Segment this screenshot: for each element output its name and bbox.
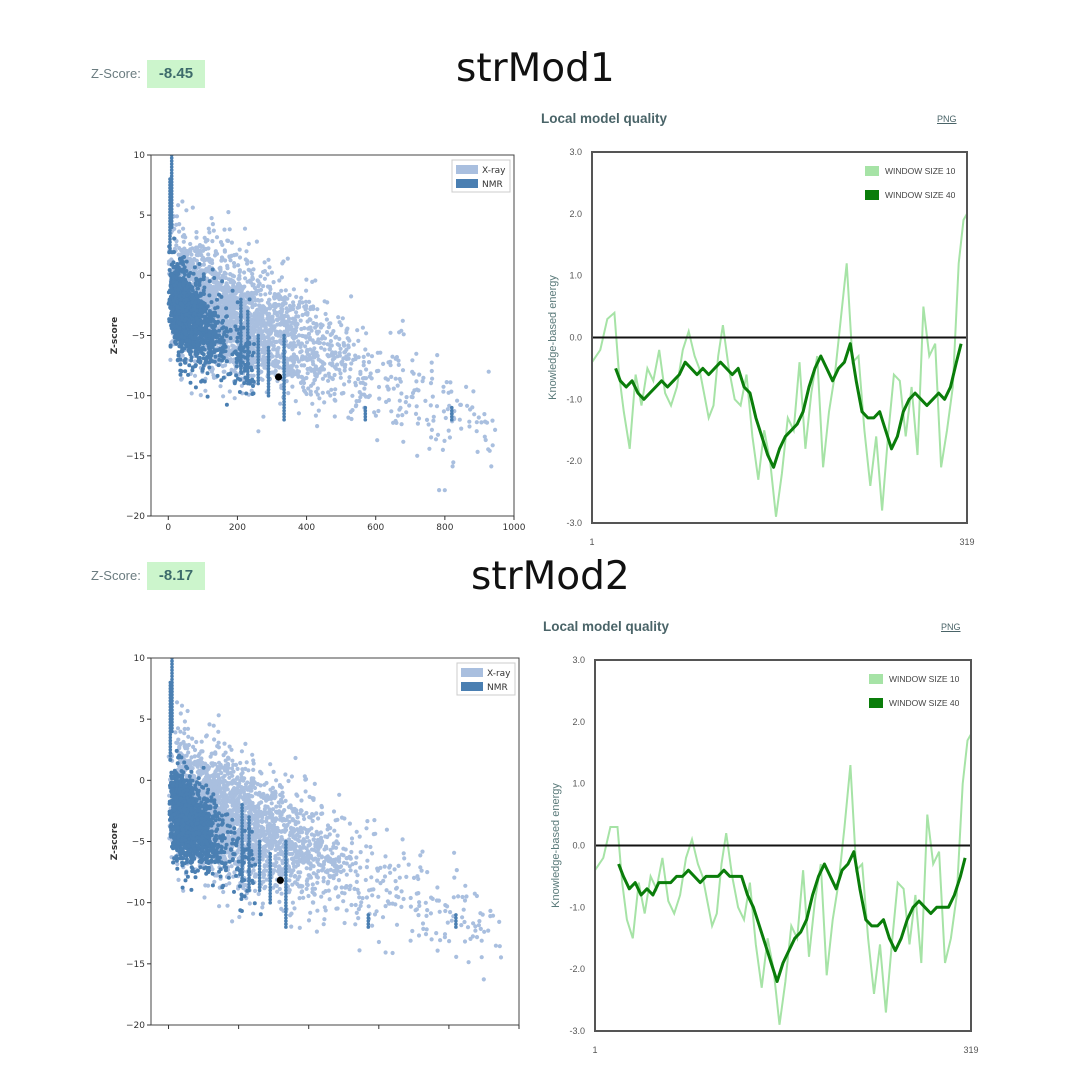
nmr-series [166, 155, 454, 422]
xray-series [166, 199, 498, 493]
model-title: strMod1 [456, 46, 615, 91]
model-title: strMod2 [471, 554, 630, 599]
zscore-label: Z-Score: [91, 66, 141, 81]
png-download-link[interactable]: PNG [937, 114, 957, 124]
zscore-badge: -8.17 [147, 562, 205, 590]
y-tick-label: 10 [134, 151, 146, 161]
legend-label-window-40: WINDOW SIZE 40 [885, 190, 956, 200]
x-tick-label: 800 [436, 523, 453, 533]
x-tick-label: 200 [229, 523, 246, 533]
zscore-scatter-chart: 10 5 0 −5 −10 −15 −20 Z-score X-ray NMR [110, 654, 520, 1031]
legend-label-nmr: NMR [482, 180, 503, 190]
local-quality-chart: 3.0 2.0 1.0 0.0 -1.0 -2.0 -3.0 1 319 Knowledge-ba… [550, 655, 979, 1055]
legend-label-window-10: WINDOW SIZE 10 [889, 674, 960, 684]
zscore-badge: -8.45 [147, 60, 205, 88]
y-tick-label: 5 [139, 715, 145, 725]
y-tick-label: 3.0 [569, 147, 582, 157]
model-point [274, 373, 283, 381]
x-tick-label: 1 [592, 1045, 597, 1055]
y-tick-label: −15 [126, 960, 145, 970]
x-tick-label: 319 [959, 537, 974, 547]
nmr-series [167, 658, 458, 929]
y-axis-label: Knowledge-based energy [547, 275, 559, 400]
legend-label-xray: X-ray [487, 669, 511, 679]
y-tick-label: 10 [134, 654, 146, 664]
y-axis-label: Knowledge-based energy [550, 783, 562, 908]
window-size-40-line [614, 342, 963, 469]
y-tick-label: 0 [139, 271, 145, 281]
model-panel-1: Z-Score: -8.45 strMod1 Local model quali… [0, 0, 1080, 547]
scatter-points [166, 658, 504, 982]
legend-label-xray: X-ray [482, 166, 506, 176]
y-tick-label: −10 [126, 392, 145, 402]
y-tick-label: 0.0 [572, 841, 585, 851]
legend-swatch-xray [461, 668, 483, 677]
y-tick-label: -2.0 [569, 964, 585, 974]
legend-label-window-40: WINDOW SIZE 40 [889, 698, 960, 708]
quality-frame [591, 151, 968, 524]
charts-svg-2: 10 5 0 −5 −10 −15 −20 Z-score X-ray NMR 3.0 2.0 1.0… [110, 654, 979, 1055]
zscore-scatter-chart: 10 5 0 −5 −10 −15 −20 0 200 400 600 800 1000 Z-score X… [110, 151, 526, 533]
legend-swatch-window-10 [869, 674, 883, 684]
y-tick-label: −10 [126, 899, 145, 909]
y-tick-label: -3.0 [566, 518, 582, 528]
local-quality-chart: 3.0 2.0 1.0 0.0 -1.0 -2.0 -3.0 1 319 Knowledge-ba… [547, 147, 975, 547]
charts-svg-1: 10 5 0 −5 −10 −15 −20 0 200 400 600 800 1000 Z-score X… [110, 147, 975, 547]
model-panel-2: Z-Score: -8.17 strMod2 Local model quali… [0, 508, 1080, 1055]
legend-label-nmr: NMR [487, 683, 508, 693]
window-size-10-line [591, 213, 968, 517]
y-tick-label: 2.0 [569, 209, 582, 219]
x-tick-label: 319 [963, 1045, 978, 1055]
scatter-points [166, 155, 498, 493]
legend-swatch-window-10 [865, 166, 879, 176]
legend-label-window-10: WINDOW SIZE 10 [885, 166, 956, 176]
window-size-40-line [617, 850, 967, 983]
legend-swatch-window-40 [869, 698, 883, 708]
png-download-link[interactable]: PNG [941, 622, 961, 632]
y-tick-label: −5 [132, 332, 145, 342]
x-tick-label: 1 [589, 537, 594, 547]
local-quality-title: Local model quality [543, 619, 670, 634]
y-tick-label: −5 [132, 838, 145, 848]
window-size-10-line [594, 733, 972, 1025]
y-tick-label: −20 [126, 1021, 145, 1031]
y-axis-label: Z-score [110, 823, 120, 861]
y-tick-label: −15 [126, 452, 145, 462]
y-axis-label: Z-score [110, 317, 120, 355]
legend-swatch-nmr [456, 179, 478, 188]
y-tick-label: 0 [139, 776, 145, 786]
legend-swatch-xray [456, 165, 478, 174]
x-tick-label: 0 [165, 523, 171, 533]
y-tick-label: 5 [139, 211, 145, 221]
y-tick-label: -3.0 [569, 1026, 585, 1036]
y-tick-label: 1.0 [572, 779, 585, 789]
model-point [276, 876, 284, 884]
y-tick-label: -1.0 [569, 902, 585, 912]
local-quality-title: Local model quality [541, 111, 668, 126]
legend-swatch-window-40 [865, 190, 879, 200]
y-tick-label: 0.0 [569, 333, 582, 343]
quality-frame [594, 659, 972, 1032]
y-tick-label: 2.0 [572, 717, 585, 727]
zscore-label: Z-Score: [91, 568, 141, 583]
y-tick-label: 3.0 [572, 655, 585, 665]
x-tick-label: 600 [367, 523, 384, 533]
y-tick-label: −20 [126, 512, 145, 522]
x-tick-label: 1000 [503, 523, 526, 533]
legend-swatch-nmr [461, 682, 483, 691]
y-tick-label: -2.0 [566, 456, 582, 466]
y-tick-label: -1.0 [566, 394, 582, 404]
y-tick-label: 1.0 [569, 271, 582, 281]
x-tick-label: 400 [298, 523, 315, 533]
